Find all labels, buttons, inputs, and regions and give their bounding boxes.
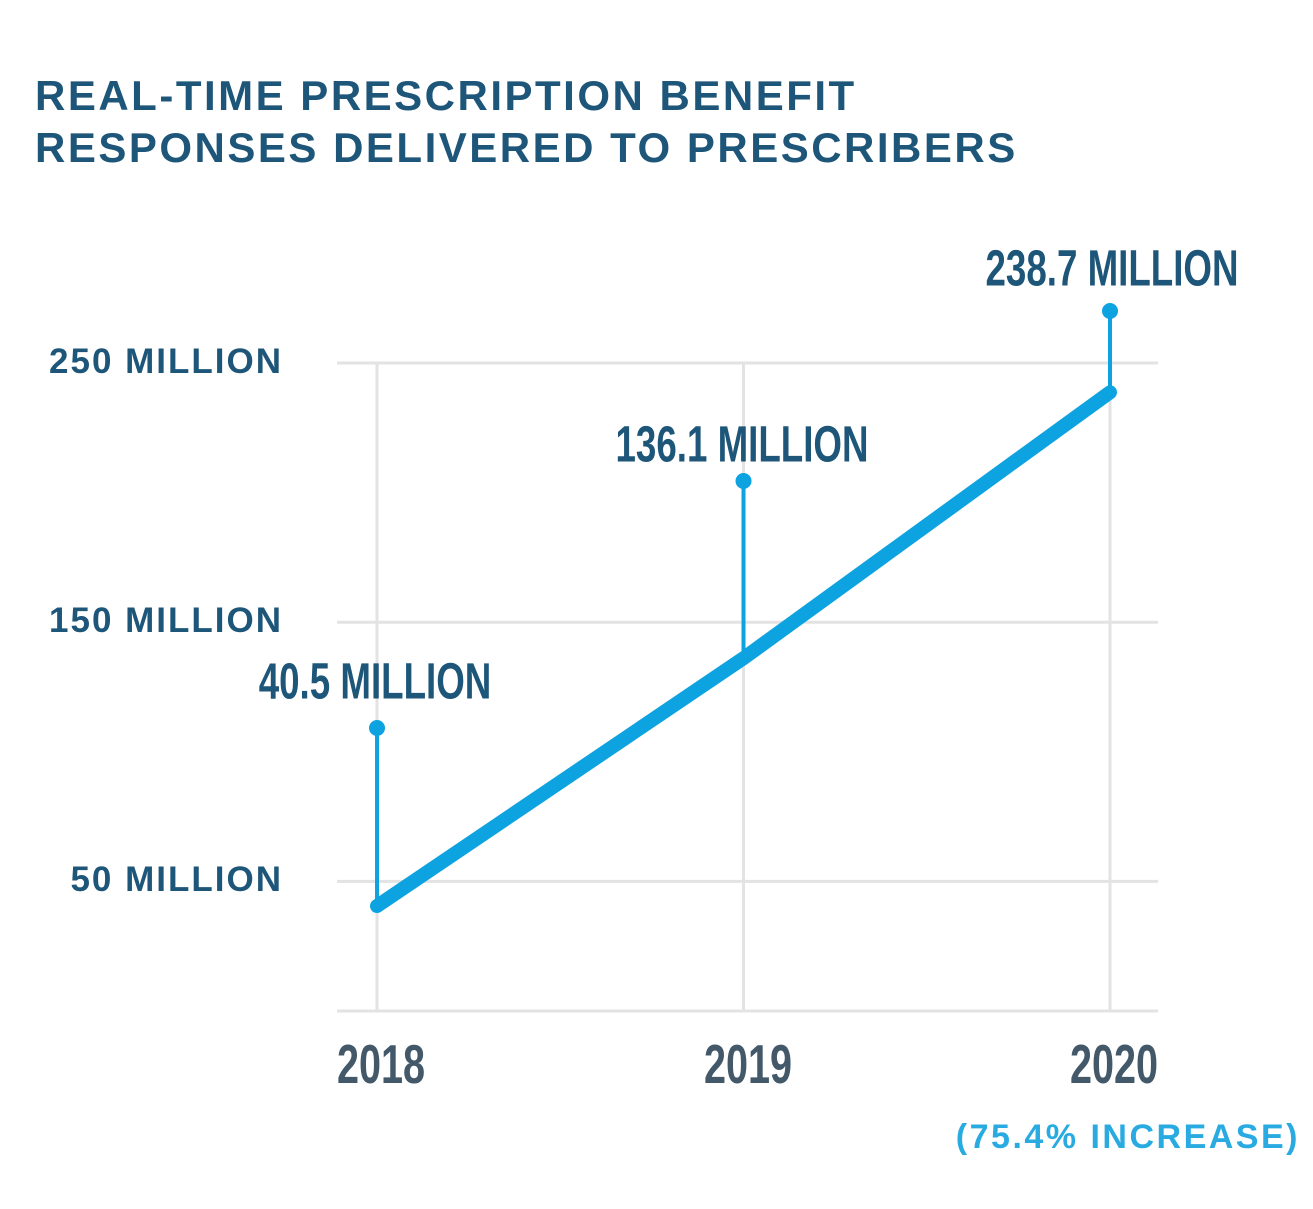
x-tick-label-text: 2020: [1069, 1033, 1159, 1095]
y-tick-label: 50 MILLION: [70, 860, 283, 900]
chart-title-line2: RESPONSES DELIVERED TO PRESCRIBERS: [35, 124, 1018, 171]
increase-annotation: (75.4% INCREASE): [955, 1118, 1300, 1156]
point-label: 40.5 MILLION: [213, 652, 536, 711]
data-point-dot: [735, 473, 752, 489]
data-point-dot: [369, 720, 385, 736]
x-tick-label: 2020: [1053, 1032, 1175, 1096]
x-tick-label-text: 2019: [703, 1033, 792, 1095]
chart-title-line1: REAL-TIME PRESCRIPTION BENEFIT: [35, 72, 857, 119]
point-label: 136.1 MILLION: [566, 415, 917, 474]
data-line: [370, 385, 1117, 914]
point-label-text: 136.1 MILLION: [614, 415, 869, 473]
y-tick-label: 250 MILLION: [49, 342, 283, 382]
chart-title: REAL-TIME PRESCRIPTION BENEFIT RESPONSES…: [35, 70, 1018, 174]
data-point-dot: [1102, 303, 1118, 319]
x-tick-label: 2019: [686, 1032, 808, 1096]
y-tick-label: 150 MILLION: [49, 601, 283, 641]
point-label: 238.7 MILLION: [936, 239, 1287, 298]
x-tick-label: 2018: [320, 1032, 442, 1096]
point-label-text: 238.7 MILLION: [985, 239, 1239, 297]
x-tick-label-text: 2018: [336, 1033, 426, 1095]
point-label-text: 40.5 MILLION: [258, 652, 492, 710]
